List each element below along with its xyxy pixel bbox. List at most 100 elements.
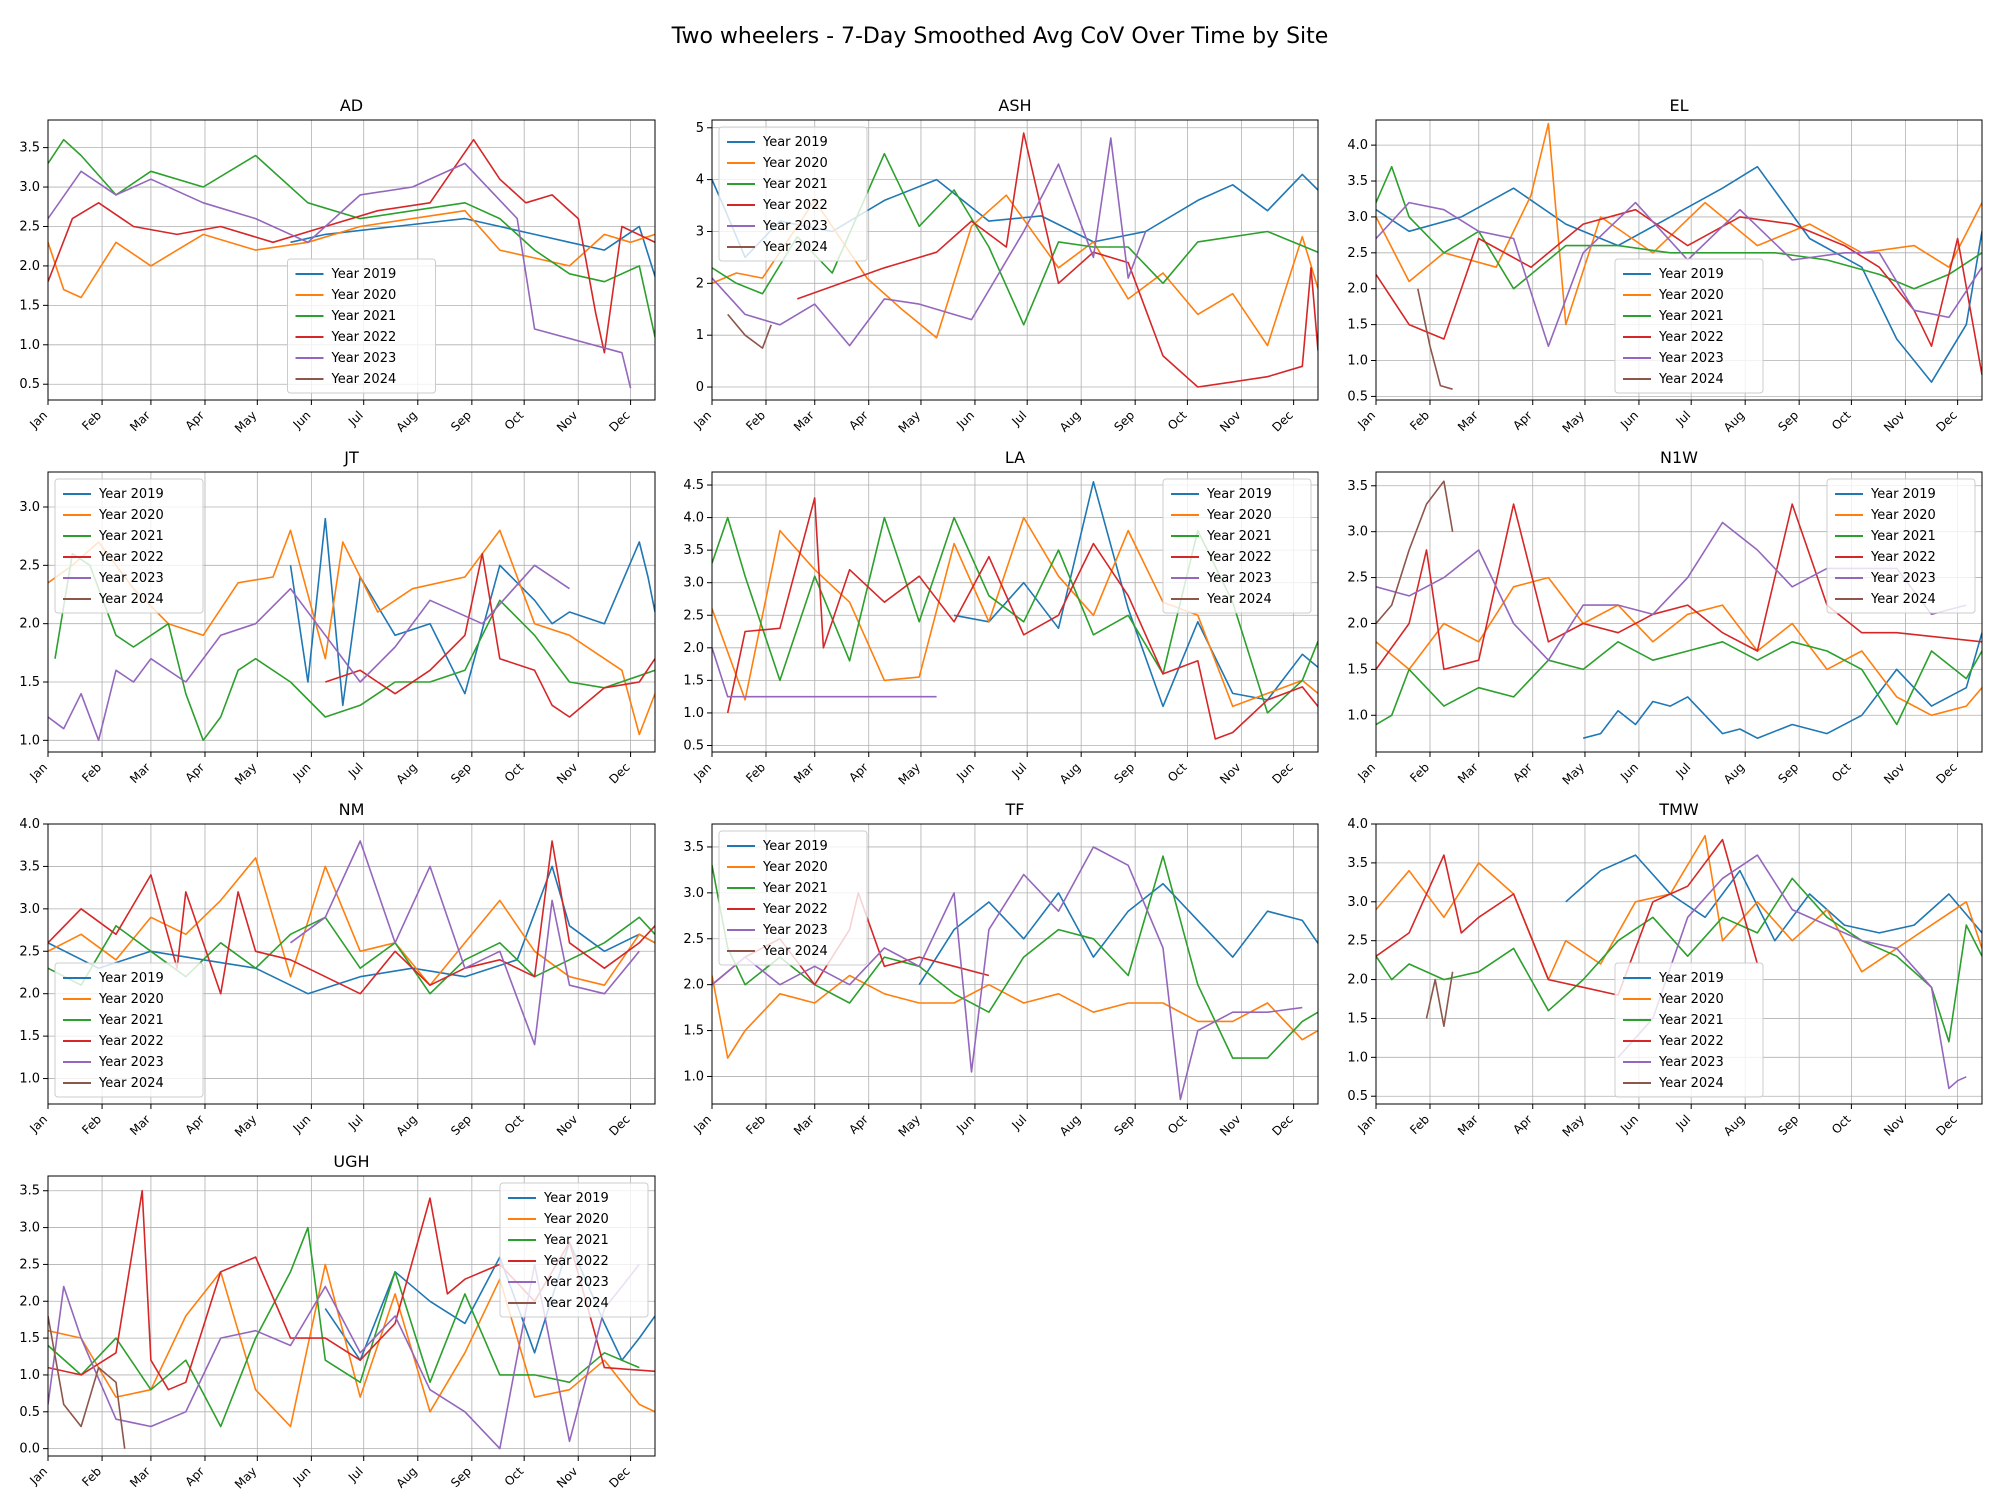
x-tick-label: Feb bbox=[743, 760, 768, 785]
legend-entry-label: Year 2021 bbox=[98, 1013, 164, 1028]
y-tick-label: 1.0 bbox=[19, 733, 40, 748]
subplot-nm: NM Jan Feb Mar Apr May Jun Jul Aug Sep Oct Nov Dec 1.… bbox=[19, 800, 656, 1140]
y-tick-label: 2.5 bbox=[683, 932, 704, 947]
x-tick-label: Jan bbox=[1354, 760, 1378, 784]
y-tick-label: 1.0 bbox=[1347, 708, 1368, 723]
y-tick-label: 4 bbox=[696, 173, 704, 188]
x-tick-label: Dec bbox=[1269, 1112, 1295, 1138]
y-tick-label: 2.5 bbox=[19, 1257, 40, 1272]
legend-entry-label: Year 2024 bbox=[98, 1076, 164, 1091]
legend-entry-label: Year 2022 bbox=[1870, 550, 1936, 565]
y-tick-label: 0.0 bbox=[19, 1442, 40, 1457]
x-tick-label: Jun bbox=[290, 1112, 314, 1136]
y-tick-label: 4.5 bbox=[683, 478, 704, 493]
x-tick-label: Dec bbox=[1933, 1112, 1959, 1138]
plot-frame bbox=[711, 119, 1319, 401]
legend-entry-label: Year 2020 bbox=[331, 288, 397, 303]
x-tick-label: Dec bbox=[1269, 760, 1295, 786]
x-tick-label: Jul bbox=[345, 760, 366, 781]
x-tick-label: Mar bbox=[791, 1112, 817, 1138]
x-tick-label: Aug bbox=[1721, 408, 1747, 434]
legend-entry-label: Year 2023 bbox=[1658, 351, 1724, 366]
legend-entry-label: Year 2020 bbox=[762, 860, 828, 875]
x-tick-label: Nov bbox=[554, 760, 580, 786]
y-tick-label: 2.0 bbox=[1347, 616, 1368, 631]
x-tick-label: Oct bbox=[1165, 760, 1190, 785]
legend-entry-label: Year 2019 bbox=[1658, 267, 1724, 282]
x-tick-label: May bbox=[232, 408, 259, 435]
y-tick-label: 1.0 bbox=[19, 1072, 40, 1087]
x-tick-label: Aug bbox=[1721, 1112, 1747, 1138]
y-tick-label: 2.0 bbox=[19, 987, 40, 1002]
series-line-year-2019 bbox=[290, 217, 655, 279]
legend-box bbox=[287, 258, 436, 394]
subplot-tf: TF Jan Feb Mar Apr May Jun Jul Aug Sep Oct Nov Dec 1.… bbox=[683, 800, 1319, 1140]
legend-entry-label: Year 2022 bbox=[331, 330, 397, 345]
y-tick-label: 1.5 bbox=[1347, 1011, 1368, 1026]
x-tick-label: Jul bbox=[1672, 760, 1693, 781]
legend-entry-label: Year 2023 bbox=[98, 1055, 164, 1070]
x-tick-label: Aug bbox=[1057, 760, 1083, 786]
series-line-year-2023 bbox=[1617, 854, 1967, 1090]
legend-entry-label: Year 2022 bbox=[1658, 330, 1724, 345]
legend-entry-label: Year 2024 bbox=[331, 372, 397, 387]
x-tick-label: Sep bbox=[1111, 1112, 1137, 1138]
series-line-year-2023 bbox=[712, 137, 1147, 347]
legend-entry-label: Year 2021 bbox=[1870, 529, 1936, 544]
x-tick-label: Feb bbox=[79, 408, 104, 433]
y-tick-label: 2.0 bbox=[19, 259, 40, 274]
x-tick-label: Jun bbox=[953, 408, 977, 432]
legend-entry-label: Year 2020 bbox=[1870, 508, 1936, 523]
x-tick-label: Mar bbox=[1455, 408, 1481, 434]
subplot-title: TF bbox=[1005, 800, 1025, 819]
y-tick-label: 2.0 bbox=[19, 1294, 40, 1309]
y-tick-label: 3.5 bbox=[683, 840, 704, 855]
x-tick-label: May bbox=[232, 1112, 259, 1139]
x-tick-label: Apr bbox=[846, 1112, 871, 1137]
y-tick-label: 2.0 bbox=[683, 641, 704, 656]
series-line-year-2020 bbox=[1376, 834, 1982, 981]
x-tick-label: Oct bbox=[1829, 760, 1854, 785]
subplot-title: TMW bbox=[1658, 800, 1699, 819]
figure-title: Two wheelers - 7-Day Smoothed Avg CoV Ov… bbox=[671, 24, 1329, 49]
legend-entry-label: Year 2021 bbox=[331, 309, 397, 324]
x-tick-label: Aug bbox=[393, 1112, 419, 1138]
subplot-title: LA bbox=[1005, 448, 1025, 467]
legend-entry-label: Year 2022 bbox=[762, 198, 828, 213]
legend-entry-label: Year 2023 bbox=[331, 351, 397, 366]
y-tick-label: 2.0 bbox=[1347, 282, 1368, 297]
x-tick-label: May bbox=[896, 1112, 923, 1139]
plot-frame bbox=[47, 823, 656, 1105]
x-tick-label: Jun bbox=[290, 1464, 314, 1488]
series-line-year-2020 bbox=[48, 209, 655, 299]
y-tick-label: 4.0 bbox=[1347, 138, 1368, 153]
x-tick-label: Jul bbox=[1008, 760, 1029, 781]
legend-entry-label: Year 2019 bbox=[1206, 487, 1272, 502]
subplot-title: AD bbox=[340, 96, 363, 115]
x-tick-label: Oct bbox=[502, 760, 527, 785]
x-tick-label: Mar bbox=[791, 408, 817, 434]
legend-entry-label: Year 2021 bbox=[1658, 309, 1724, 324]
legend-entry-label: Year 2019 bbox=[762, 839, 828, 854]
legend-entry-label: Year 2021 bbox=[1658, 1013, 1724, 1028]
x-tick-label: Sep bbox=[1111, 408, 1137, 434]
series-line-year-2024 bbox=[1417, 288, 1453, 390]
x-tick-label: Nov bbox=[554, 1112, 580, 1138]
legend: Year 2019 Year 2020 Year 2021 Year 2022 Year… bbox=[1826, 478, 1976, 614]
x-tick-label: Nov bbox=[554, 408, 580, 434]
legend-entry-label: Year 2023 bbox=[1870, 571, 1936, 586]
y-tick-label: 3.0 bbox=[683, 576, 704, 591]
y-tick-label: 1.5 bbox=[19, 1029, 40, 1044]
subplot-jt: JT Jan Feb Mar Apr May Jun Jul Aug Sep Oct Nov Dec 1.… bbox=[19, 448, 656, 788]
x-tick-label: Nov bbox=[1881, 760, 1907, 786]
y-tick-label: 3.5 bbox=[19, 141, 40, 156]
legend-entry-label: Year 2020 bbox=[98, 992, 164, 1007]
legend-entry-label: Year 2023 bbox=[543, 1275, 609, 1290]
series-line-year-2019 bbox=[1376, 165, 1982, 383]
subplot-title: UGH bbox=[333, 1152, 369, 1171]
legend-box bbox=[54, 962, 204, 1098]
x-tick-label: Jul bbox=[345, 408, 366, 429]
subplot-ugh: UGH Jan Feb Mar Apr May Jun Jul Aug Sep Oct Nov Dec 0… bbox=[19, 1152, 656, 1492]
legend-box bbox=[1614, 258, 1764, 394]
